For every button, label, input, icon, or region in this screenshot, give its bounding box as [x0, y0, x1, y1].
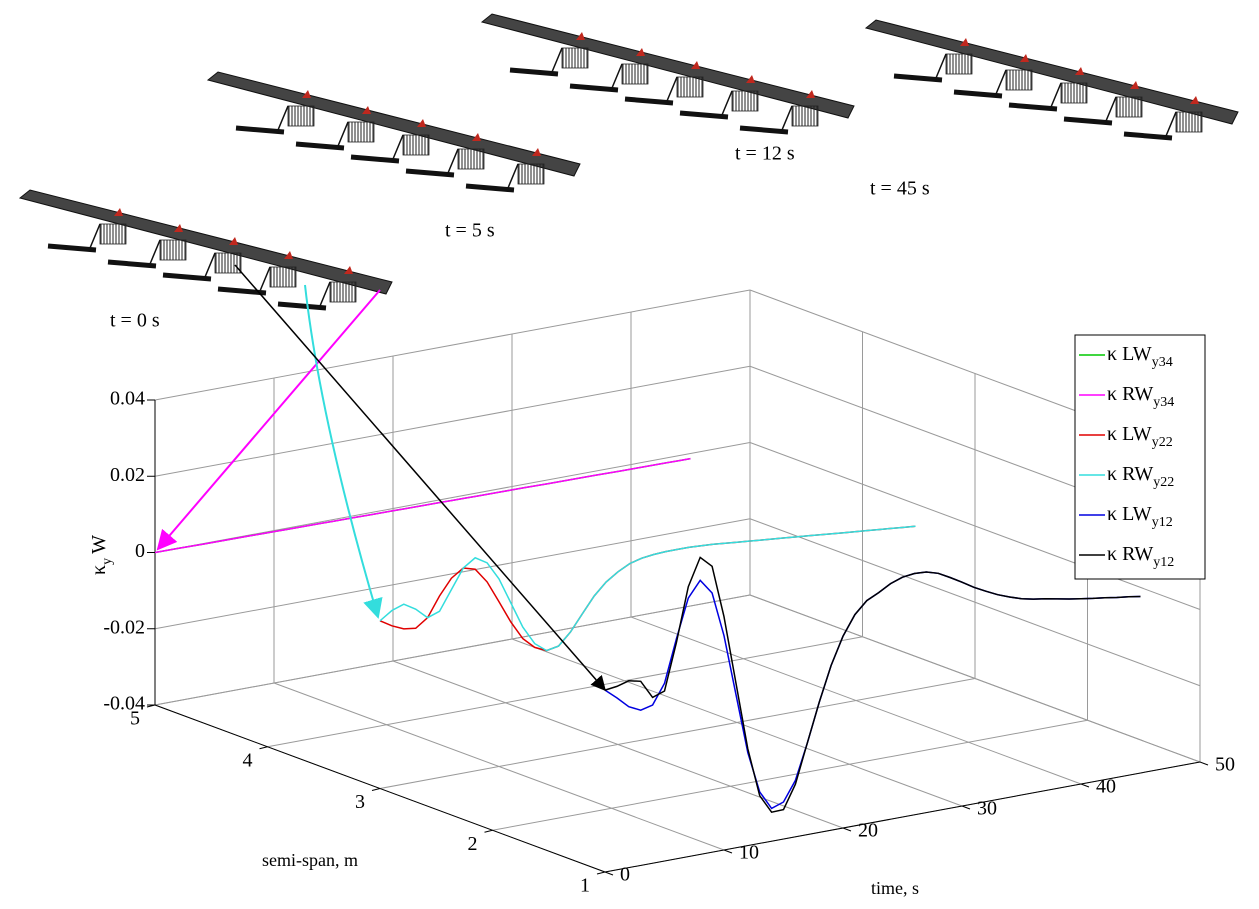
- annotation: t = 0 s: [110, 310, 160, 332]
- z-axis-label: κyW: [88, 535, 116, 575]
- annotation: t = 5 s: [445, 220, 495, 242]
- legend-subscript: y12: [1152, 515, 1173, 530]
- aircraft: [208, 72, 580, 190]
- aircraft-snapshots: [20, 14, 1238, 308]
- z-axis-label-tail: W: [88, 535, 110, 554]
- x-tick-label: 10: [739, 842, 759, 864]
- chart: t = 0 s t = 5 s t = 12 s t = 45 s -0.04-…: [0, 0, 1259, 909]
- y-tick-label: 4: [243, 749, 253, 771]
- z-axis-label-main: κ: [88, 565, 110, 575]
- y-tick: [597, 872, 605, 874]
- legend-name: κ LW: [1107, 423, 1152, 445]
- z-tick-label: 0.04: [110, 388, 145, 410]
- x-tick-label: 20: [858, 820, 878, 842]
- legend-subscript: y22: [1153, 475, 1174, 490]
- annotation: t = 12 s: [735, 143, 795, 165]
- y-axis-label: semi-span, m: [262, 850, 358, 870]
- aircraft: [20, 190, 392, 308]
- series-line: [605, 557, 1141, 812]
- z-tick-label: 0.02: [110, 464, 145, 486]
- z-axis-label-sub: y: [100, 558, 115, 565]
- grid-line: [493, 720, 1088, 830]
- x-axis-label: time, s: [871, 878, 919, 898]
- x-tick-label: 30: [977, 798, 997, 820]
- y-tick-label: 3: [355, 791, 365, 813]
- z-tick-label: -0.02: [103, 616, 145, 638]
- series-line: [155, 459, 691, 553]
- legend-subscript: y12: [1153, 555, 1174, 570]
- series-line: [380, 526, 916, 650]
- y-tick: [260, 747, 268, 749]
- legend-name: κ RW: [1107, 463, 1153, 485]
- legend-name: κ RW: [1107, 383, 1153, 405]
- grid-line: [155, 366, 750, 476]
- legend-subscript: y22: [1152, 435, 1173, 450]
- grid-line: [380, 679, 975, 789]
- y-tick: [372, 789, 380, 791]
- x-tick-label: 50: [1215, 754, 1235, 776]
- z-tick-label: 0: [135, 540, 145, 562]
- legend-name: κ LW: [1107, 343, 1152, 365]
- x-tick: [962, 806, 970, 809]
- legend-name: κ LW: [1107, 503, 1152, 525]
- arrow: [235, 265, 605, 690]
- series-line: [380, 526, 916, 650]
- x-tick-label: 40: [1096, 776, 1116, 798]
- aircraft: [866, 20, 1238, 138]
- y-tick: [485, 830, 493, 832]
- y-tick-label: 1: [580, 875, 590, 897]
- y-tick-label: 2: [468, 833, 478, 855]
- x-tick: [843, 828, 851, 831]
- legend-name: κ RW: [1107, 543, 1153, 565]
- y-tick-label: 5: [130, 708, 140, 730]
- grid-line: [155, 519, 750, 629]
- x-tick: [724, 850, 732, 853]
- grid-line: [155, 290, 750, 400]
- arrow: [158, 290, 380, 549]
- legend-subscript: y34: [1152, 355, 1173, 370]
- annotation: t = 45 s: [870, 178, 930, 200]
- x-tick: [605, 872, 613, 875]
- grid-line: [268, 637, 863, 747]
- aircraft: [482, 14, 854, 132]
- grid-line: [155, 443, 750, 553]
- x-tick: [1081, 784, 1089, 787]
- grid-line: [155, 595, 750, 705]
- x-tick-label: 0: [620, 864, 630, 886]
- legend-subscript: y34: [1153, 395, 1174, 410]
- plot-lines: [155, 459, 1141, 813]
- x-tick: [1200, 762, 1208, 765]
